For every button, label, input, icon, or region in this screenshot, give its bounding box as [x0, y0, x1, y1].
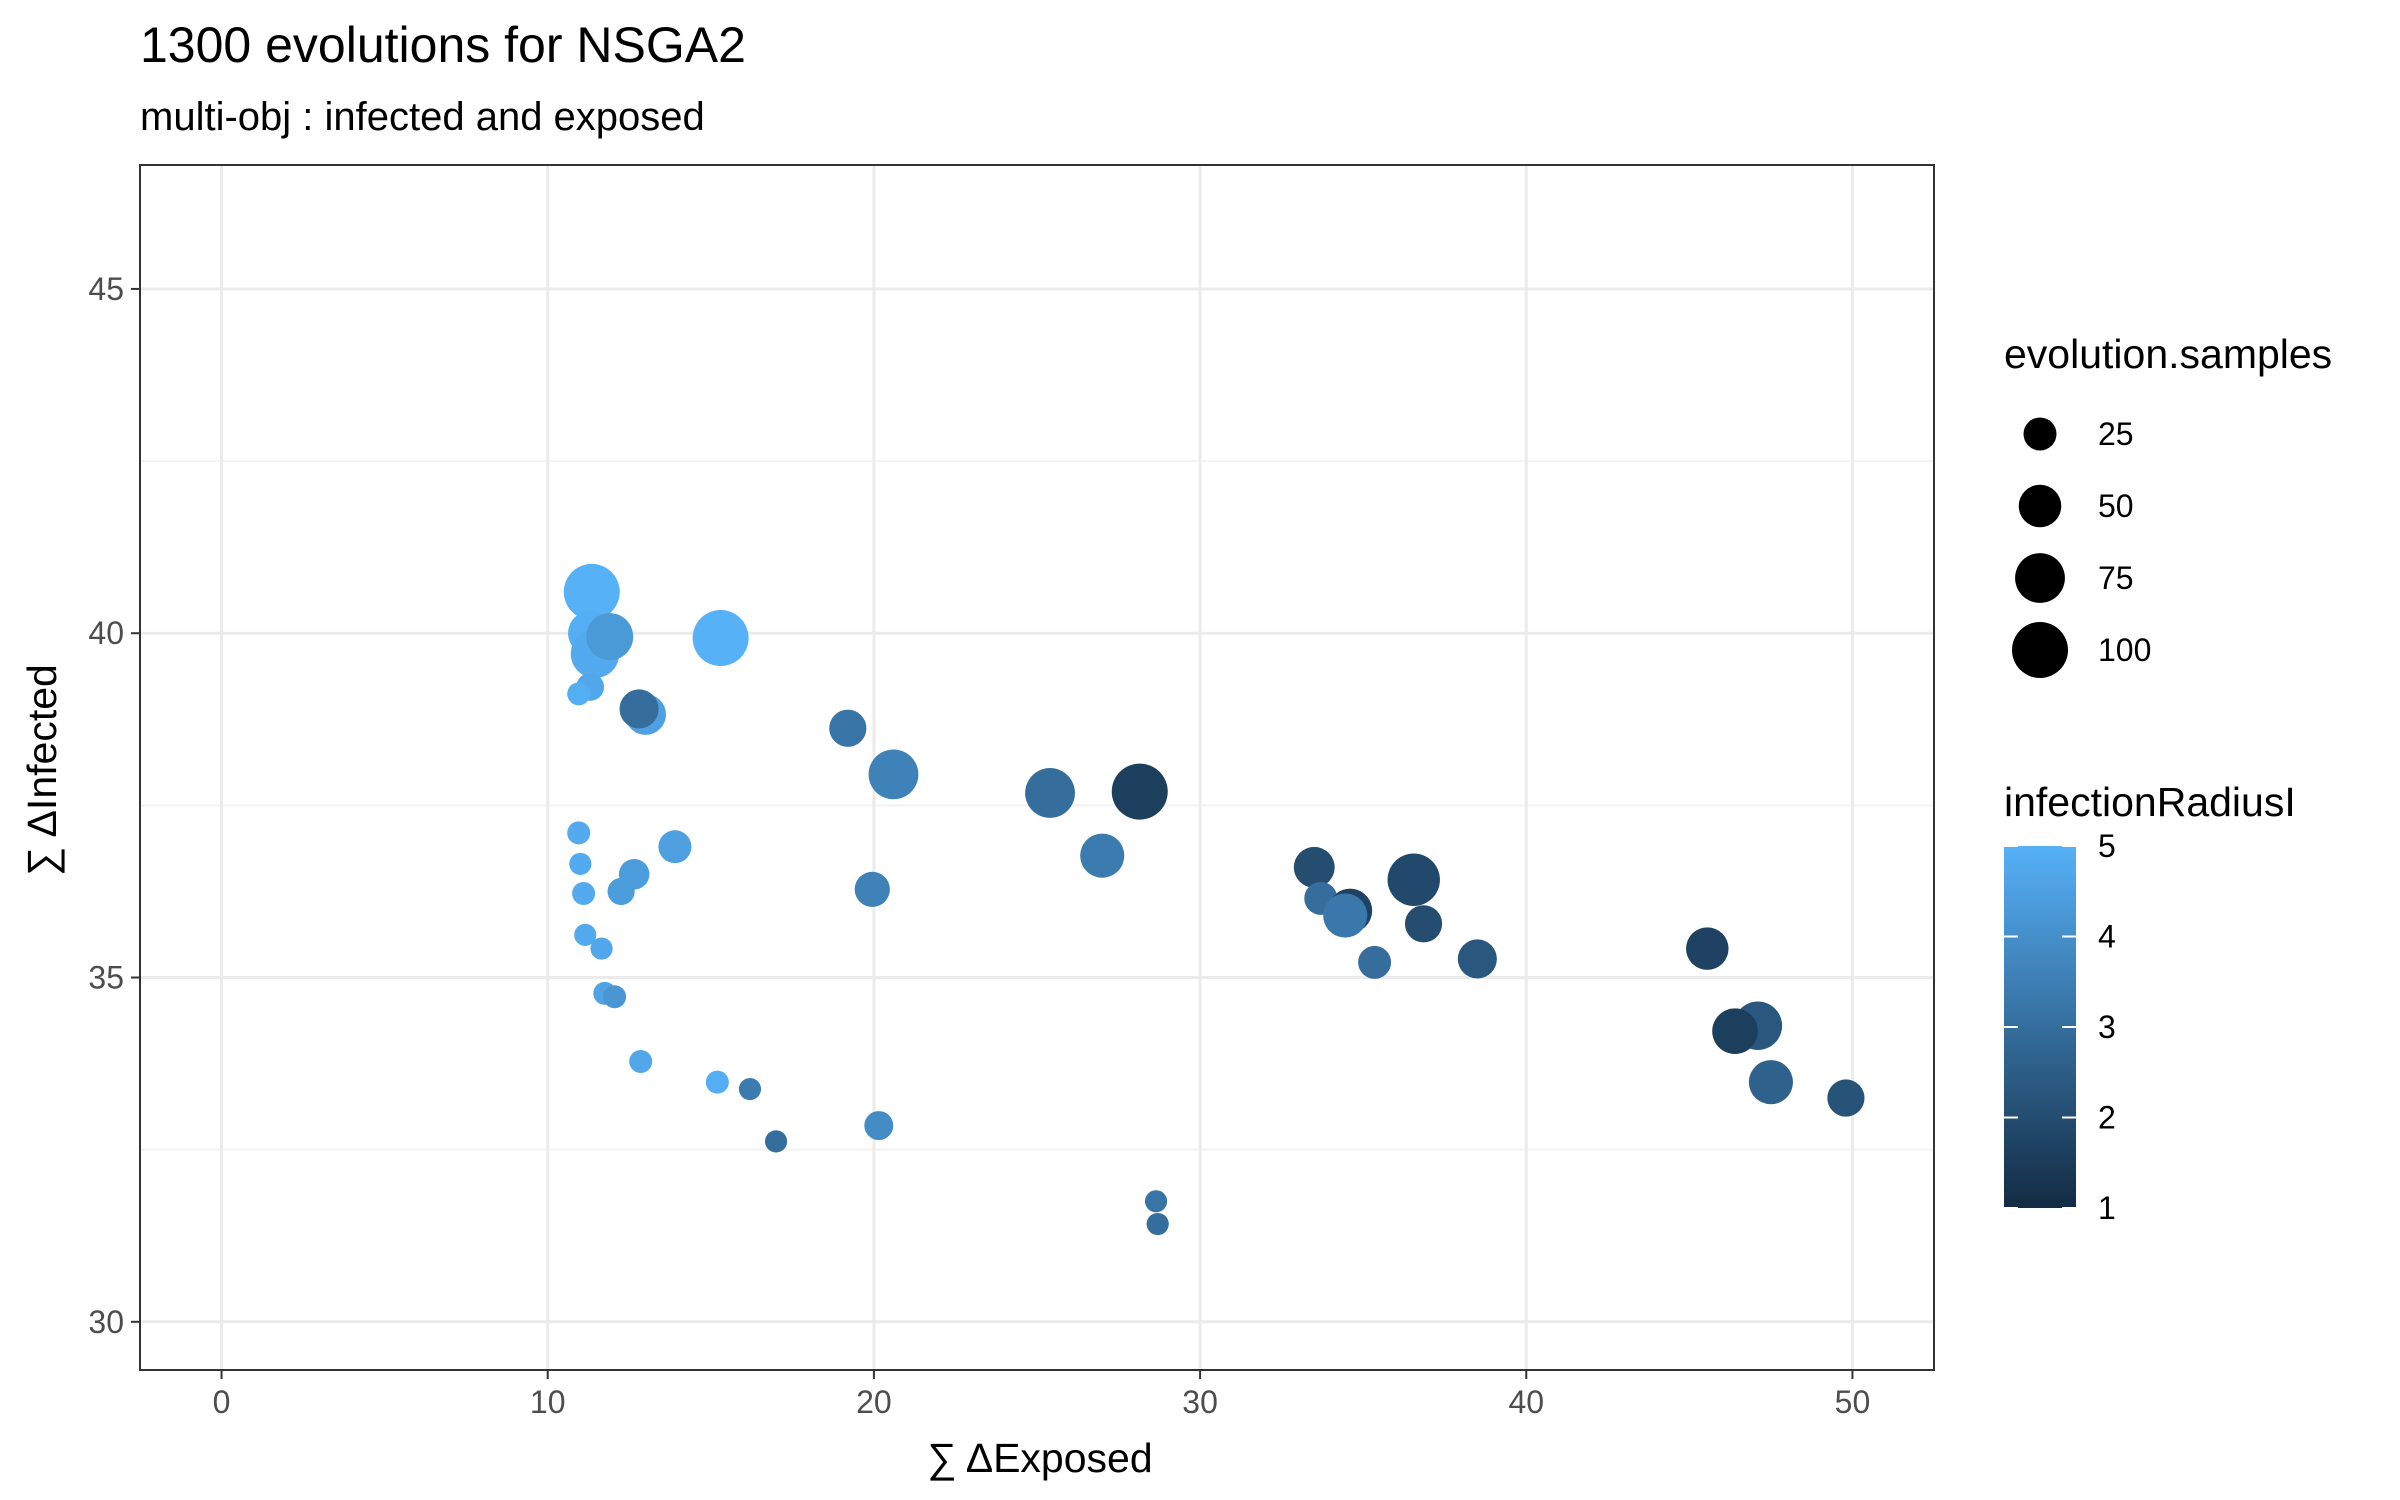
data-point — [567, 821, 591, 845]
data-point — [1323, 893, 1368, 938]
data-point — [569, 852, 592, 875]
size-legend-key — [2018, 484, 2062, 528]
panel-border — [139, 164, 1935, 1371]
size-legend-key — [2015, 553, 2065, 603]
color-legend: infectionRadiusI 5 4 3 2 1 — [2004, 779, 2296, 1226]
data-point — [619, 689, 659, 729]
x-tick-label: 20 — [856, 1384, 892, 1420]
data-point — [829, 709, 867, 747]
color-legend-label: 5 — [2098, 828, 2116, 864]
data-point — [658, 830, 692, 864]
data-point — [1387, 853, 1440, 906]
x-tick-label: 30 — [1182, 1384, 1218, 1420]
data-point — [1080, 833, 1125, 878]
y-axis-title: ∑ ΔInfected — [19, 664, 65, 876]
data-point — [1144, 1190, 1168, 1213]
chart-subtitle: multi-obj : infected and exposed — [140, 95, 705, 139]
size-legend: evolution.samples 25 50 75 100 — [2004, 331, 2332, 678]
data-point — [1111, 763, 1168, 820]
y-tick-label: 40 — [88, 615, 124, 651]
y-tick-label: 35 — [88, 960, 124, 996]
chart-title: 1300 evolutions for NSGA2 — [140, 17, 746, 73]
data-point — [864, 1111, 894, 1141]
data-point — [1686, 927, 1729, 970]
y-axis: 30 35 40 45 — [88, 271, 140, 1340]
color-legend-label: 2 — [2098, 1100, 2116, 1136]
size-legend-key — [2012, 622, 2068, 678]
data-point — [868, 749, 919, 800]
data-point — [590, 937, 613, 960]
size-legend-label: 100 — [2098, 632, 2151, 668]
size-legend-label: 75 — [2098, 560, 2134, 596]
data-points — [563, 563, 1865, 1236]
data-point — [1457, 939, 1497, 979]
data-point — [567, 682, 591, 706]
x-tick-label: 40 — [1508, 1384, 1544, 1420]
data-point — [574, 923, 597, 946]
size-legend-label: 25 — [2098, 416, 2134, 452]
panel-background — [140, 165, 1934, 1370]
data-point — [629, 1050, 653, 1074]
x-tick-label: 50 — [1835, 1384, 1871, 1420]
data-point — [692, 610, 749, 667]
size-legend-title: evolution.samples — [2004, 331, 2332, 377]
y-tick-label: 45 — [88, 271, 124, 307]
data-point — [1025, 768, 1075, 818]
color-legend-label: 1 — [2098, 1190, 2116, 1226]
x-axis-title: ∑ ΔExposed — [927, 1435, 1152, 1481]
data-point — [1827, 1079, 1865, 1117]
x-tick-label: 10 — [530, 1384, 566, 1420]
data-point — [586, 613, 634, 661]
size-legend-label: 50 — [2098, 488, 2134, 524]
data-point — [854, 871, 890, 907]
data-point — [572, 882, 596, 906]
y-tick-label: 30 — [88, 1304, 124, 1340]
data-point — [603, 985, 627, 1009]
data-point — [1293, 846, 1335, 888]
data-point — [738, 1077, 762, 1101]
data-point — [1358, 945, 1392, 979]
x-tick-label: 0 — [213, 1384, 231, 1420]
data-point — [1748, 1060, 1793, 1105]
x-axis: 0 10 20 30 40 50 — [213, 1370, 1871, 1420]
data-point — [705, 1070, 729, 1094]
data-point — [1404, 905, 1443, 943]
color-legend-label: 3 — [2098, 1009, 2116, 1045]
plot-panel — [139, 164, 1935, 1371]
data-point — [1712, 1008, 1758, 1055]
data-point — [607, 877, 635, 906]
data-point — [1146, 1212, 1169, 1236]
color-legend-label: 4 — [2098, 919, 2116, 955]
data-point — [563, 563, 620, 620]
data-point — [764, 1130, 788, 1153]
size-legend-key — [2023, 417, 2057, 451]
color-legend-title: infectionRadiusI — [2004, 779, 2296, 825]
